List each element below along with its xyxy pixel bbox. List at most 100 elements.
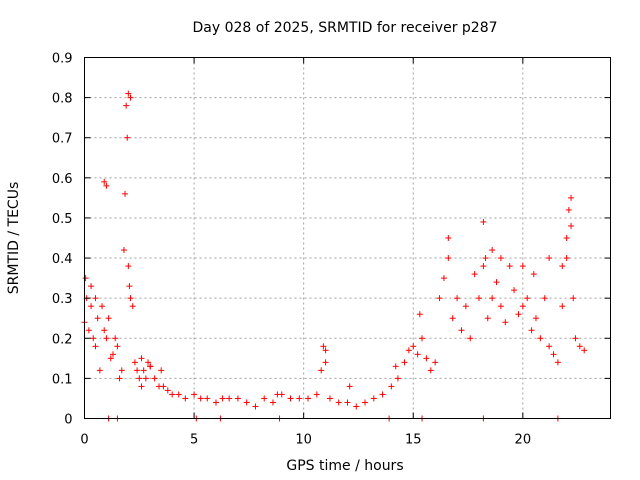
data-point [213, 399, 219, 406]
data-point [131, 359, 138, 366]
y-tick-label: 0.4 [52, 252, 73, 267]
data-point [204, 395, 211, 402]
plot-frame [84, 57, 611, 419]
y-tick-label: 0.1 [52, 372, 73, 387]
data-point [125, 90, 132, 97]
x-tick-label: 10 [295, 433, 312, 448]
data-point [120, 247, 127, 254]
data-point [134, 367, 141, 374]
y-tick-label: 0 [64, 413, 72, 428]
data-point [467, 335, 474, 342]
data-points [81, 90, 588, 422]
data-point [346, 383, 353, 390]
data-point [511, 287, 518, 294]
y-tick-label: 0.3 [52, 292, 73, 307]
data-point [423, 355, 430, 362]
data-point [414, 351, 421, 358]
data-point [90, 335, 97, 342]
y-tick-label: 0.9 [52, 52, 73, 67]
data-point [234, 395, 241, 402]
data-point [145, 359, 152, 366]
data-point [142, 375, 149, 382]
data-point [502, 319, 509, 326]
data-point [392, 363, 399, 370]
data-point [124, 134, 131, 141]
data-point [445, 255, 452, 262]
data-point [335, 399, 342, 406]
data-point [197, 395, 204, 402]
data-point [127, 295, 134, 302]
data-point [147, 363, 154, 370]
data-point [440, 275, 447, 282]
data-point [191, 391, 198, 398]
data-point [175, 391, 182, 398]
data-point [318, 367, 325, 374]
y-tick-label: 0.8 [52, 92, 73, 107]
data-point [82, 275, 89, 282]
data-point [125, 263, 132, 270]
data-point [394, 375, 401, 382]
data-point [88, 303, 95, 310]
data-point [524, 295, 531, 302]
data-point [530, 271, 537, 278]
data-point [85, 327, 92, 334]
data-point [445, 235, 452, 241]
data-point [401, 359, 408, 366]
data-point [568, 194, 575, 201]
data-point [101, 327, 108, 334]
x-tick-label: 5 [190, 433, 198, 448]
data-point [471, 271, 478, 278]
data-point [559, 303, 566, 310]
data-point [449, 315, 456, 322]
data-point [313, 391, 320, 398]
data-point [243, 399, 250, 406]
data-point [326, 395, 333, 402]
data-point [109, 351, 116, 358]
x-axis-label: GPS time / hours [286, 458, 403, 474]
data-point [96, 367, 103, 374]
data-point [261, 395, 268, 402]
data-point [169, 391, 176, 398]
x-tick-label: 15 [405, 433, 422, 448]
data-point [497, 255, 504, 262]
data-point [160, 383, 167, 390]
data-point [568, 222, 575, 229]
axis-ticks: 0 0.1 0.2 0.3 0.4 0.5 0.6 0.7 0.8 0.9 0 5 10 15 20 [52, 52, 611, 448]
data-point [550, 351, 557, 358]
data-point [114, 343, 121, 350]
data-point [427, 367, 434, 374]
data-point [353, 403, 360, 410]
data-point [489, 295, 496, 302]
data-point [151, 375, 158, 382]
data-point [305, 395, 312, 402]
data-point [546, 255, 553, 262]
data-point [103, 335, 110, 342]
data-point [138, 355, 145, 362]
data-point [362, 399, 369, 406]
data-point [537, 335, 544, 342]
data-point [454, 295, 461, 302]
data-point [458, 327, 465, 334]
data-point [269, 399, 276, 406]
data-point [103, 182, 110, 189]
grid-lines [84, 57, 611, 419]
data-point [480, 218, 487, 225]
data-point [519, 263, 526, 270]
data-point [532, 315, 539, 322]
data-point [126, 283, 133, 290]
data-point [419, 335, 426, 342]
data-point [554, 359, 561, 366]
data-point [541, 295, 548, 302]
x-tick-label: 0 [80, 433, 88, 448]
y-tick-label: 0.6 [52, 172, 73, 187]
data-point [127, 94, 134, 101]
data-point [565, 206, 572, 213]
data-point [480, 263, 487, 270]
data-point [320, 343, 327, 350]
data-point [581, 347, 588, 354]
data-point [226, 395, 233, 402]
y-tick-label: 0.5 [52, 212, 73, 227]
data-point [112, 335, 119, 342]
data-point [344, 399, 351, 406]
data-point [92, 343, 99, 350]
